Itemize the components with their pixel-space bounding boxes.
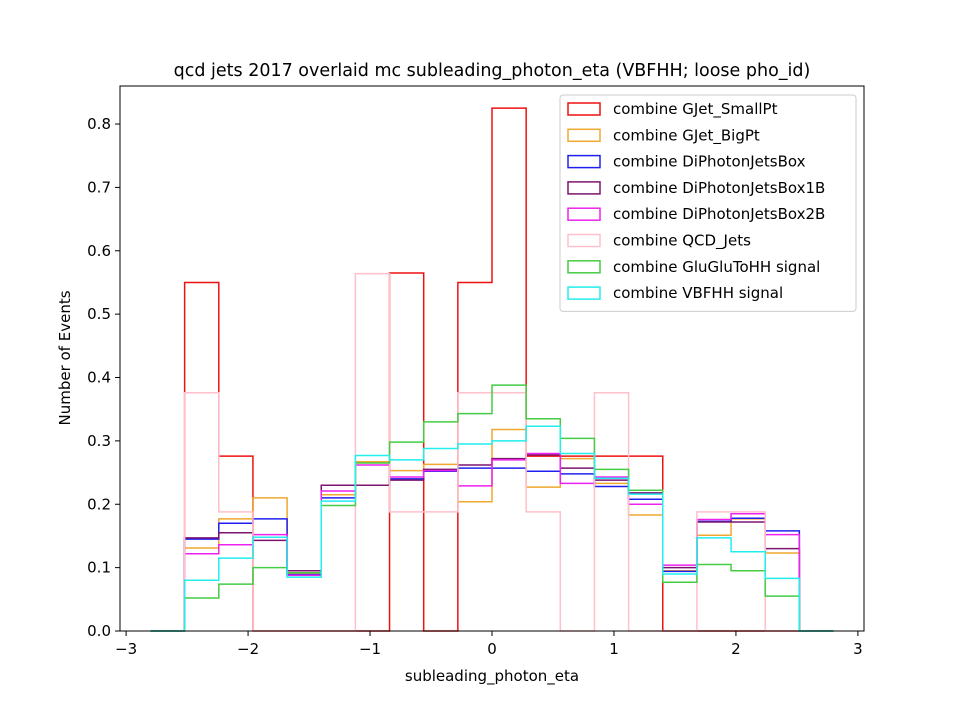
x-tick-label: 2 (731, 640, 741, 658)
x-tick-label: 3 (853, 640, 863, 658)
x-axis-ticks: −3 −2 −1 0 1 2 3 (115, 631, 863, 658)
x-tick-label: −2 (237, 640, 259, 658)
x-tick-label: 0 (487, 640, 497, 658)
y-tick-label: 0.2 (87, 495, 111, 513)
legend-swatch (567, 154, 601, 169)
legend-label: combine VBFHH signal (613, 284, 783, 302)
y-tick-label: 0.3 (87, 432, 111, 450)
y-tick-label: 0.0 (87, 622, 111, 640)
legend-label: combine DiPhotonJetsBox1B (613, 179, 825, 197)
plot-series-group (150, 107, 834, 632)
y-tick-label: 0.1 (87, 559, 111, 577)
legend-label: combine DiPhotonJetsBox2B (613, 205, 825, 223)
x-tick-label: −1 (359, 640, 381, 658)
series-line-6 (150, 384, 834, 632)
x-tick-label: 1 (609, 640, 619, 658)
x-tick-label: −3 (115, 640, 137, 658)
legend-swatch (567, 181, 601, 195)
legend-swatch (567, 233, 601, 248)
legend-label: combine QCD_Jets (613, 232, 751, 251)
legend-label: combine GluGluToHH signal (613, 258, 820, 276)
x-axis-label: subleading_photon_eta (405, 667, 579, 686)
chart-title: qcd jets 2017 overlaid mc subleading_pho… (174, 61, 811, 81)
y-axis-ticks: 0.0 0.1 0.2 0.3 0.4 0.5 0.6 0.7 0.8 (87, 115, 120, 640)
y-tick-label: 0.4 (87, 369, 111, 387)
y-tick-label: 0.8 (87, 115, 111, 133)
legend-swatch (567, 207, 601, 221)
y-axis-label: Number of Events (56, 290, 74, 425)
series-line-7 (150, 425, 834, 632)
legend-swatch (567, 128, 601, 143)
legend-swatch (567, 286, 601, 300)
legend-label: combine GJet_BigPt (613, 126, 760, 145)
legend-box (559, 94, 857, 312)
y-tick-label: 0.6 (87, 242, 111, 260)
y-tick-label: 0.5 (87, 305, 111, 323)
legend-swatch (567, 102, 601, 116)
legend-label: combine DiPhotonJetsBox (613, 153, 806, 171)
legend-swatch (567, 260, 601, 274)
legend-label: combine GJet_SmallPt (613, 100, 778, 119)
y-tick-label: 0.7 (87, 178, 111, 196)
series-line-4 (150, 452, 834, 632)
